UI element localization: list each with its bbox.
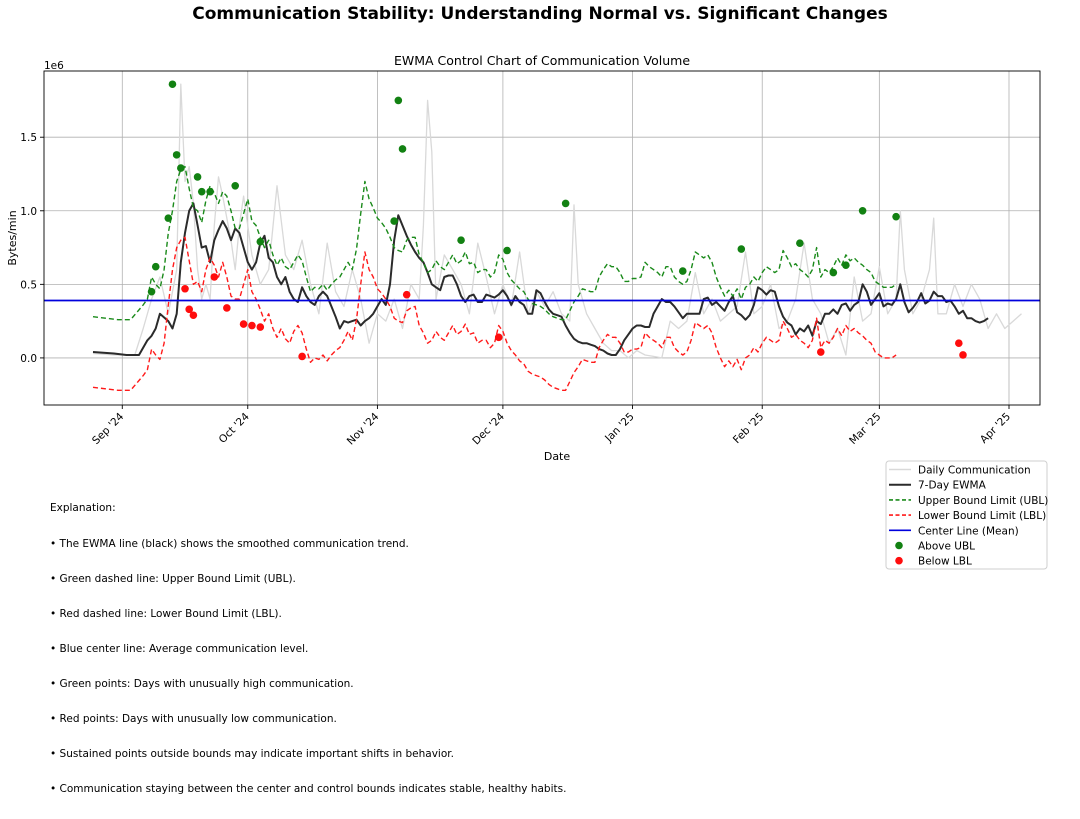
y-tick-label: 0.0: [20, 353, 37, 365]
below-lbl-point: [189, 311, 198, 320]
above-ubl-point: [172, 151, 181, 159]
figure: Communication Stability: Understanding N…: [6, 4, 1048, 795]
daily-communication-line: [92, 83, 1022, 359]
above-ubl-point: [231, 181, 240, 190]
legend-label: Below LBL: [918, 556, 972, 568]
explanation-line: • Sustained points outside bounds may in…: [50, 748, 454, 761]
explanation-line: • Green points: Days with unusually high…: [50, 677, 354, 690]
below-lbl-point: [402, 290, 411, 299]
below-lbl-point: [959, 351, 967, 359]
x-tick-label: Feb '25: [731, 411, 766, 446]
chart-title: EWMA Control Chart of Communication Volu…: [394, 53, 690, 68]
above-ubl-point: [457, 236, 465, 245]
above-ubl-point: [737, 245, 746, 253]
below-lbl-point: [816, 348, 825, 356]
below-lbl-point: [248, 321, 256, 330]
x-axis-label: Date: [544, 450, 571, 463]
x-tick-label: Apr '25: [978, 411, 1013, 446]
legend-label: Center Line (Mean): [918, 525, 1019, 537]
x-tick-label: Sep '24: [90, 410, 127, 447]
above-ubl-point: [151, 262, 160, 271]
ewma-control-chart: EWMA Control Chart of Communication Volu…: [6, 53, 1048, 570]
below-lbl-point: [181, 284, 189, 293]
figure-title: Communication Stability: Understanding N…: [192, 4, 888, 24]
y-tick-label: 1.0: [20, 206, 37, 218]
explanation-line: • Red points: Days with unusually low co…: [50, 713, 337, 726]
below-lbl-point: [494, 333, 503, 342]
explanation-line: • Blue center line: Average communicatio…: [50, 642, 309, 655]
upper-bound-line: [92, 165, 897, 321]
y-offset-label: 1e6: [44, 60, 64, 72]
legend-marker: [895, 541, 903, 550]
above-ubl-point: [796, 239, 804, 247]
above-ubl-point: [197, 187, 206, 196]
explanation-line: • Communication staying between the cent…: [50, 783, 567, 796]
above-ubl-point: [892, 212, 900, 221]
x-tick-label: Nov '24: [345, 410, 382, 447]
below-lbl-point: [185, 305, 194, 314]
above-ubl-point: [193, 173, 202, 181]
below-lbl-point: [239, 320, 248, 328]
legend-label: 7-Day EWMA: [918, 480, 987, 492]
above-ubl-point: [147, 287, 156, 296]
below-lbl-point: [256, 323, 265, 331]
above-ubl-point: [394, 96, 403, 105]
y-tick-label: 0.5: [20, 279, 37, 291]
x-tick-label: Dec '24: [470, 410, 507, 447]
y-tick-label: 1.5: [20, 132, 37, 144]
above-ubl-point: [858, 206, 867, 215]
above-ubl-point: [206, 187, 214, 196]
above-ubl-point: [256, 237, 265, 246]
legend-label: Above UBL: [918, 541, 975, 553]
above-ubl-point: [168, 80, 177, 89]
x-tick-label: Mar '25: [847, 411, 883, 447]
legend: Daily Communication 7-Day EWMA Upper Bound…: [885, 460, 1048, 570]
above-ubl-point: [503, 246, 511, 255]
below-lbl-point: [223, 304, 231, 312]
explanation-heading: Explanation:: [50, 502, 116, 515]
above-ubl-point: [390, 217, 398, 225]
legend-box: [885, 460, 1048, 570]
explanation-line: • Red dashed line: Lower Bound Limit (LB…: [50, 607, 282, 620]
below-lbl-point: [955, 339, 963, 348]
legend-label: Upper Bound Limit (UBL): [918, 495, 1048, 507]
above-ubl-point: [678, 267, 687, 275]
below-lbl-point: [298, 352, 306, 361]
above-ubl-point: [398, 145, 407, 153]
x-tick-label: Oct '24: [217, 410, 252, 445]
x-tick-label: Jan '25: [602, 411, 636, 445]
explanation-line: • Green dashed line: Upper Bound Limit (…: [50, 572, 296, 585]
explanation-panel: Explanation: • The EWMA line (black) sho…: [50, 480, 566, 819]
plot-frame: [43, 70, 1041, 406]
above-ubl-point: [164, 214, 173, 222]
ewma-line: [92, 202, 989, 356]
above-ubl-point: [842, 261, 850, 270]
legend-label: Lower Bound Limit (LBL): [918, 510, 1046, 522]
explanation-line: • The EWMA line (black) shows the smooth…: [50, 537, 409, 550]
above-ubl-point: [177, 164, 185, 172]
below-lbl-point: [210, 273, 219, 281]
legend-label: Daily Communication: [918, 465, 1031, 477]
above-ubl-point: [561, 199, 570, 208]
legend-marker: [895, 556, 903, 565]
y-axis-label: Bytes/min: [6, 210, 19, 265]
above-ubl-point: [829, 268, 838, 277]
